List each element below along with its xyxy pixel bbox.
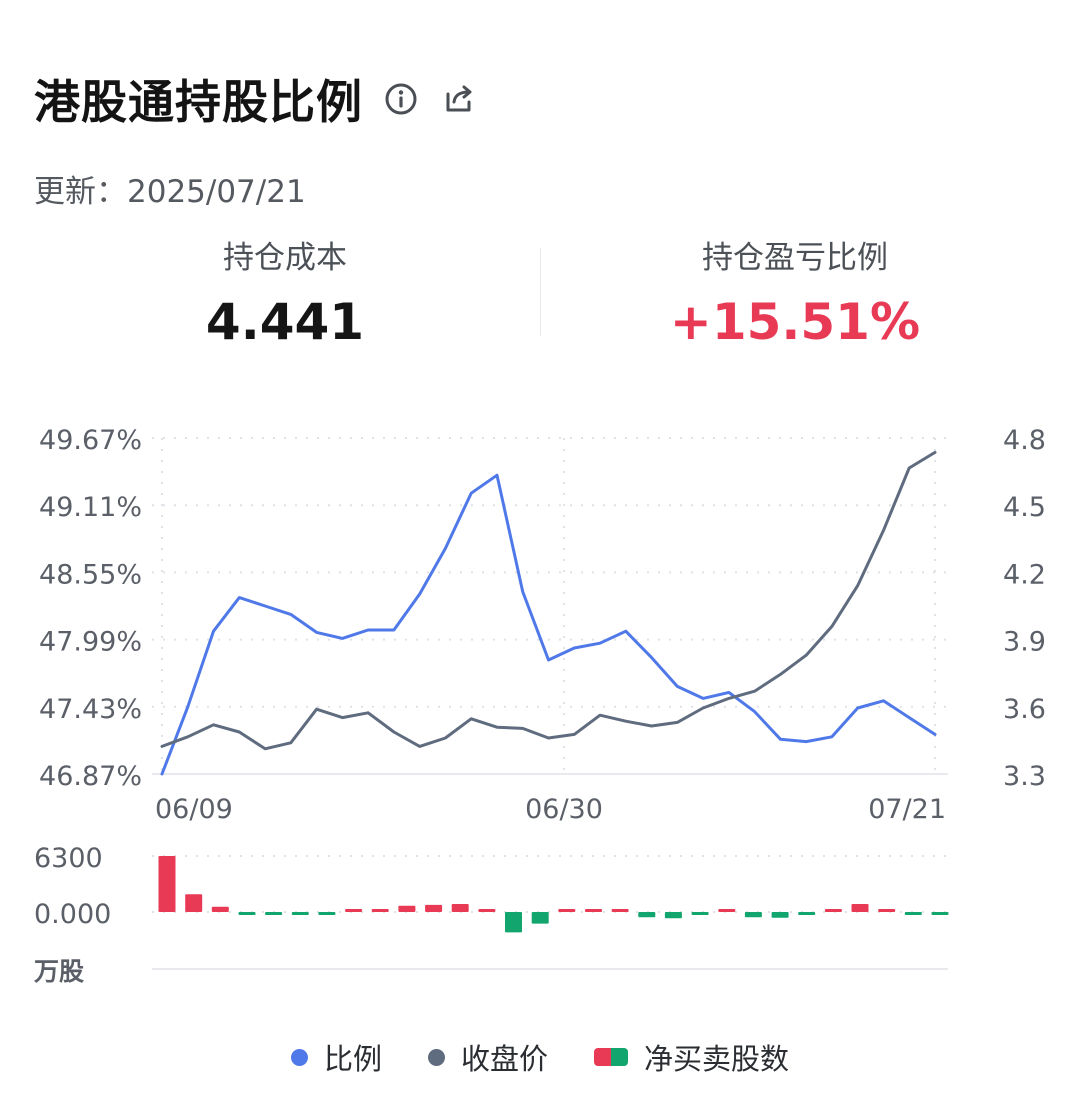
net-trade-bar (478, 909, 496, 912)
left-axis-tick: 49.67% (39, 425, 142, 456)
net-trade-bar (505, 912, 522, 933)
holding-ratio-chart: 49.67% 4.8 49.11% 4.5 48.55% 4.2 47.99% 3.9 47.4… (34, 425, 1046, 986)
left-axis-tick: 46.87% (39, 761, 142, 792)
info-circle-icon-glyph (385, 83, 417, 115)
holding-cost-value: 4.441 (205, 293, 365, 351)
left-axis-tick: 49.11% (39, 492, 142, 523)
share-icon[interactable] (439, 79, 479, 119)
right-axis-tick: 4.5 (1003, 492, 1046, 523)
legend-net-trade-label: 净买卖股数 (644, 1042, 790, 1076)
net-trade-bar (398, 905, 416, 912)
legend-close-price[interactable]: 收盘价 (427, 1036, 548, 1078)
bar-axis-tick: 6300 (34, 843, 103, 874)
holding-pnl-value: +15.51% (669, 293, 921, 351)
x-axis-tick: 06/30 (525, 794, 603, 825)
net-trade-bar (531, 912, 549, 924)
legend-close-price-label: 收盘价 (460, 1042, 548, 1076)
net-trade-bar (878, 909, 896, 912)
net-trade-bar (611, 909, 629, 912)
holding-cost: 持仓成本 4.441 (120, 232, 450, 351)
legend-net-trade-swatch (594, 1048, 628, 1066)
info-circle-icon[interactable] (381, 79, 421, 119)
net-trade-bar (824, 909, 842, 912)
line-series (160, 450, 937, 776)
right-axis-tick: 3.3 (1003, 761, 1046, 792)
left-axis-tick: 47.43% (39, 694, 142, 725)
net-trade-bar (718, 909, 736, 912)
net-trade-bar (851, 904, 869, 912)
net-trade-bar (691, 912, 709, 915)
net-trade-bar (371, 909, 389, 912)
position-stats: 持仓成本 4.441 持仓盈亏比例 +15.51% (0, 232, 1080, 351)
close-price-line (160, 450, 937, 751)
net-trade-bar (744, 912, 762, 918)
net-trade-bar (904, 912, 922, 915)
net-trade-bar (931, 912, 949, 915)
legend-ratio-dot (290, 1048, 308, 1066)
net-trade-bar (238, 912, 256, 915)
legend-net-trade[interactable]: 净买卖股数 (594, 1036, 789, 1078)
net-trade-bar (211, 906, 229, 912)
net-trade-bar (345, 909, 363, 912)
x-axis-tick: 06/09 (155, 794, 233, 825)
net-trade-bar (291, 912, 309, 915)
ratio-line (160, 473, 937, 776)
net-trade-bar (451, 904, 469, 912)
bar-unit-label: 万股 (34, 957, 84, 986)
net-trade-bars (158, 856, 949, 933)
right-axis-tick: 3.6 (1003, 694, 1046, 725)
legend-close-price-dot (427, 1048, 445, 1066)
holding-pnl-label: 持仓盈亏比例 (702, 240, 888, 276)
net-trade-bar (318, 912, 336, 915)
net-trade-bar (771, 912, 789, 918)
net-trade-bar (638, 912, 656, 918)
left-axis-tick: 48.55% (39, 559, 142, 590)
net-trade-bar (425, 904, 443, 912)
share-icon-glyph (446, 85, 472, 112)
x-axis-tick: 07/21 (868, 794, 946, 825)
holding-cost-label: 持仓成本 (223, 240, 347, 276)
net-trade-bar (558, 909, 576, 912)
legend-ratio[interactable]: 比例 (290, 1036, 382, 1078)
bar-axis-tick: 0.000 (34, 899, 111, 930)
net-trade-bar (265, 912, 283, 915)
axis-labels: 49.67% 4.8 49.11% 4.5 48.55% 4.2 47.99% 3.9 47.4… (34, 425, 1046, 986)
update-date: 更新：2025/07/21 (34, 174, 306, 210)
legend-ratio-label: 比例 (323, 1042, 382, 1076)
grid-lines (152, 437, 948, 970)
chart-legend: 比例 收盘价 净买卖股数 (0, 1036, 1080, 1078)
net-trade-bar (158, 856, 176, 912)
net-trade-bar (585, 909, 602, 912)
left-axis-tick: 47.99% (39, 627, 142, 658)
net-trade-bar (185, 894, 203, 912)
net-trade-bar (664, 912, 682, 919)
title-row: 港股通持股比例 (34, 66, 479, 132)
holding-pnl: 持仓盈亏比例 +15.51% (630, 232, 960, 351)
net-trade-bar (798, 912, 816, 915)
page-title: 港股通持股比例 (34, 75, 363, 129)
right-axis-tick: 4.2 (1003, 559, 1046, 590)
right-axis-tick: 3.9 (1003, 627, 1046, 658)
right-axis-tick: 4.8 (1003, 425, 1046, 456)
stats-divider (540, 248, 541, 336)
